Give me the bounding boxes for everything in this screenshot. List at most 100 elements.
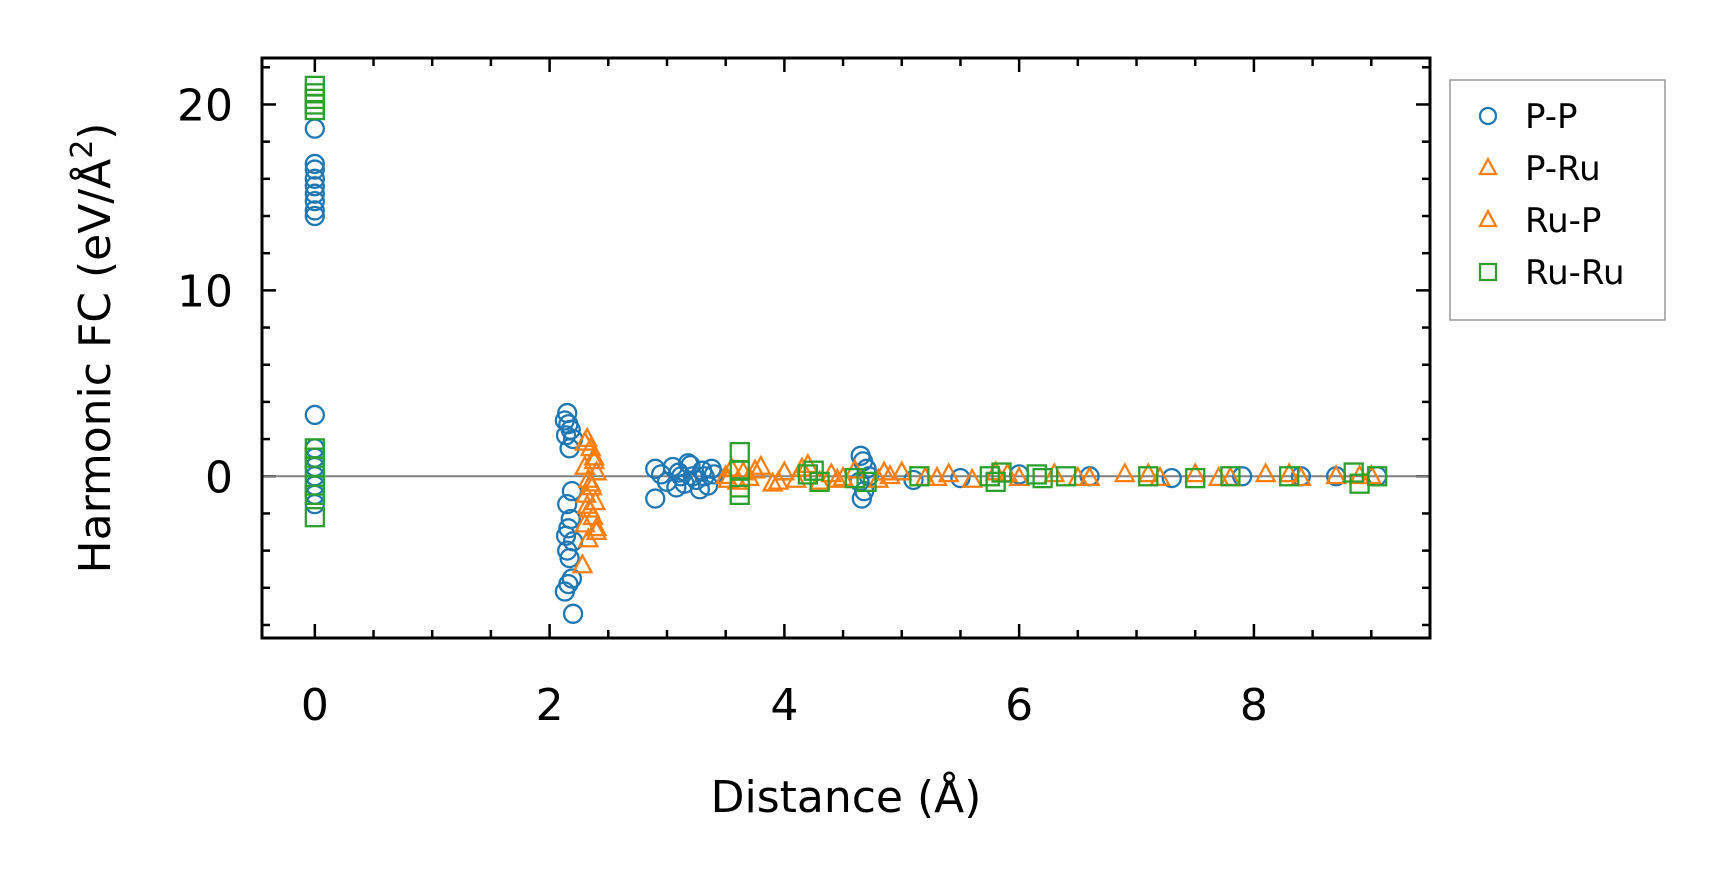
data-point xyxy=(304,190,325,212)
data-point xyxy=(1184,462,1207,483)
y-tick-label: 10 xyxy=(177,266,233,317)
legend-marker xyxy=(1478,208,1498,228)
legend-item: Ru-P xyxy=(1478,201,1601,241)
data-point xyxy=(304,159,325,180)
data-point xyxy=(1078,465,1101,487)
data-point xyxy=(304,200,325,221)
data-point xyxy=(573,454,596,475)
data-point xyxy=(304,176,325,197)
data-point xyxy=(773,460,796,481)
data-point xyxy=(1254,462,1277,483)
data-point xyxy=(961,467,984,488)
data-point xyxy=(562,603,584,624)
axis-tick-labels: 0 2 4 6 8 0 10 20 xyxy=(177,80,1268,731)
data-point xyxy=(1278,462,1301,483)
data-point xyxy=(304,507,325,528)
data-point xyxy=(645,488,666,509)
data-point xyxy=(909,466,930,487)
legend-label: P-Ru xyxy=(1525,149,1601,189)
data-point xyxy=(1207,465,1230,487)
data-point xyxy=(559,438,580,459)
data-point xyxy=(873,460,896,481)
data-point xyxy=(1138,466,1159,487)
data-point xyxy=(1278,466,1300,487)
data-point xyxy=(559,547,580,569)
data-point xyxy=(729,460,750,481)
legend-label: Ru-Ru xyxy=(1525,253,1625,293)
data-point xyxy=(573,512,596,533)
data-point xyxy=(1055,466,1077,487)
data-point xyxy=(575,482,597,503)
data-point xyxy=(979,466,1000,487)
series-ru-ru xyxy=(304,75,1388,528)
data-point xyxy=(1343,462,1364,483)
data-point xyxy=(1066,465,1089,487)
data-point xyxy=(554,581,576,602)
legend: P-P P-Ru Ru-P Ru-Ru xyxy=(1449,79,1666,321)
data-point xyxy=(304,168,325,189)
plot-background xyxy=(262,58,1430,638)
data-point xyxy=(1185,467,1206,489)
data-point xyxy=(304,153,325,175)
legend-item: P-P xyxy=(1478,97,1578,137)
data-point xyxy=(785,467,808,488)
data-point xyxy=(555,525,577,546)
data-point xyxy=(585,460,608,481)
data-point xyxy=(682,466,703,487)
data-point xyxy=(579,471,602,492)
x-axis-label: Distance (Å) xyxy=(711,770,982,823)
data-point xyxy=(890,460,913,481)
data-point xyxy=(844,467,865,489)
x-tick-label: 4 xyxy=(770,680,798,731)
legend-marker xyxy=(1478,156,1498,176)
data-point xyxy=(826,467,849,488)
data-point xyxy=(304,99,325,121)
data-point xyxy=(950,467,971,489)
data-point xyxy=(803,460,824,481)
x-tick-label: 8 xyxy=(1240,680,1268,731)
data-point xyxy=(984,460,1007,481)
data-point xyxy=(1232,466,1253,487)
data-point xyxy=(670,466,692,487)
data-point xyxy=(761,471,784,492)
data-point xyxy=(809,471,830,492)
data-point xyxy=(991,462,1012,483)
data-point xyxy=(744,458,766,479)
data-point xyxy=(573,430,596,451)
data-point xyxy=(1043,462,1066,483)
data-point xyxy=(1026,464,1047,485)
x-tick-label: 2 xyxy=(536,680,564,731)
legend-item: Ru-Ru xyxy=(1478,253,1625,293)
data-point xyxy=(585,516,608,537)
data-point xyxy=(1032,467,1053,489)
data-point xyxy=(937,462,960,483)
data-point xyxy=(577,527,600,548)
legend-marker xyxy=(1478,262,1498,282)
data-point xyxy=(767,469,790,490)
legend-label: P-P xyxy=(1525,97,1578,137)
data-point xyxy=(585,519,608,540)
data-point xyxy=(701,458,722,479)
data-point xyxy=(557,494,578,515)
data-point xyxy=(797,464,818,485)
data-point xyxy=(1137,462,1160,483)
data-point xyxy=(304,205,325,227)
data-point xyxy=(583,445,606,466)
data-point xyxy=(791,456,813,477)
data-point xyxy=(729,484,750,506)
data-point xyxy=(576,493,599,514)
data-point xyxy=(1367,466,1388,487)
legend-frame xyxy=(1449,79,1666,321)
data-point xyxy=(1113,462,1136,483)
legend-item: P-Ru xyxy=(1478,149,1601,189)
data-point xyxy=(304,404,325,426)
x-tick-label: 6 xyxy=(1005,680,1033,731)
x-tick-label: 0 xyxy=(301,680,329,731)
data-point xyxy=(1220,466,1241,487)
y-axis-label: Harmonic FC (eV/Å2) xyxy=(65,123,121,574)
data-point xyxy=(571,553,594,574)
legend-marker xyxy=(1478,106,1498,126)
data-point xyxy=(304,183,325,204)
data-point xyxy=(666,477,687,498)
